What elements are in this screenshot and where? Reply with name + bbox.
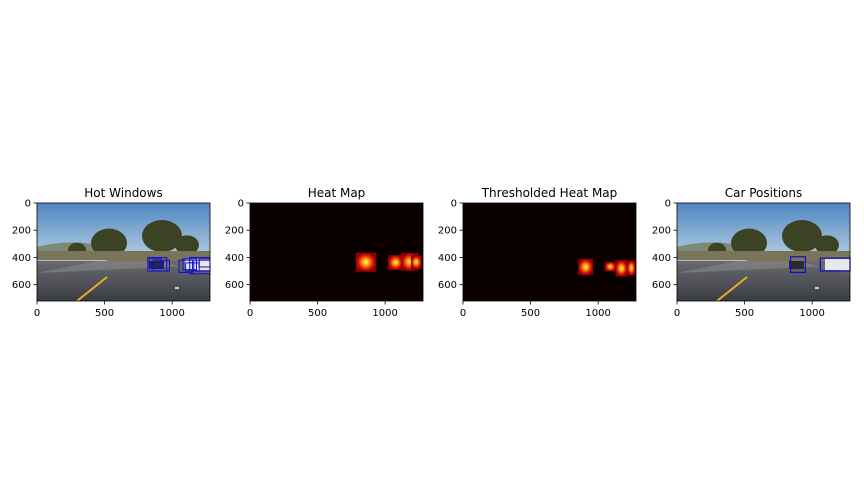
panel-title: Car Positions [725,186,802,200]
y-tick-label: 600 [12,280,31,291]
y-tick-label: 400 [438,253,457,264]
x-tick-label: 500 [308,308,327,319]
panel-heat-map: Heat Map 0 500 1000 0 200 400 600 [225,186,424,319]
y-tick-label: 200 [438,226,457,237]
y-tick-label: 0 [25,199,31,210]
hot-window-box [148,258,162,268]
heat-blob [410,255,422,270]
tree [175,235,199,255]
axes-frame [36,202,211,302]
panel-title: Thresholded Heat Map [481,186,618,200]
x-tick-label: 1000 [585,308,610,319]
heat-blob [388,255,404,271]
heat-blob [627,260,636,276]
x-tick-label: 500 [735,308,754,319]
y-tick-label: 0 [665,199,671,210]
y-tick-label: 200 [12,226,31,237]
lane-line-left [716,276,748,302]
hot-window-box [151,261,164,269]
axes-frame [676,202,851,302]
hot-window-box [178,259,193,273]
x-tick-label: 500 [521,308,540,319]
panel-title: Hot Windows [84,186,162,200]
y-tick-label: 600 [438,280,457,291]
road-surface [677,261,850,273]
car-dark [149,261,164,269]
x-tick-label: 1000 [799,308,824,319]
car-white [825,259,850,270]
hot-window-box [152,259,170,272]
y-tick-label: 400 [12,253,31,264]
x-tick-label: 0 [247,308,253,319]
car-dark [789,261,804,269]
y-tick-label: 200 [652,226,671,237]
y-tick-label: 400 [652,253,671,264]
y-tick-label: 600 [225,280,244,291]
heat-background [463,203,636,301]
heat-blob [355,252,377,272]
heat-background [250,203,423,301]
tree [142,220,182,252]
panel-thresholded-heat-map: Thresholded Heat Map 0 500 1000 0 200 400 600 [438,186,637,319]
x-tick-label: 0 [460,308,466,319]
axes-frame [462,202,637,302]
heat-blob [604,261,616,272]
heat-blob [615,260,628,277]
car-white [185,259,210,270]
x-tick-label: 500 [95,308,114,319]
tree [91,228,127,258]
tree [782,220,822,252]
y-tick-label: 400 [225,253,244,264]
y-tick-label: 200 [225,226,244,237]
tree [815,235,839,255]
y-tick-label: 600 [652,280,671,291]
lane-line-left [76,276,108,302]
panel-car-positions: Car Positions 0 500 1000 0 200 400 600 [652,186,851,319]
hot-window-box [185,262,200,272]
tree [731,228,767,258]
y-tick-label: 0 [238,199,244,210]
x-tick-label: 0 [674,308,680,319]
x-tick-label: 1000 [372,308,397,319]
panel-title: Heat Map [308,186,366,200]
axes-frame [249,202,424,302]
x-tick-label: 1000 [159,308,184,319]
heat-blob [578,258,594,276]
y-tick-label: 0 [451,199,457,210]
car-position-box [789,256,806,274]
x-tick-label: 0 [34,308,40,319]
panel-hot-windows: Hot Windows 0 500 1000 0 200 400 600 [12,186,211,319]
